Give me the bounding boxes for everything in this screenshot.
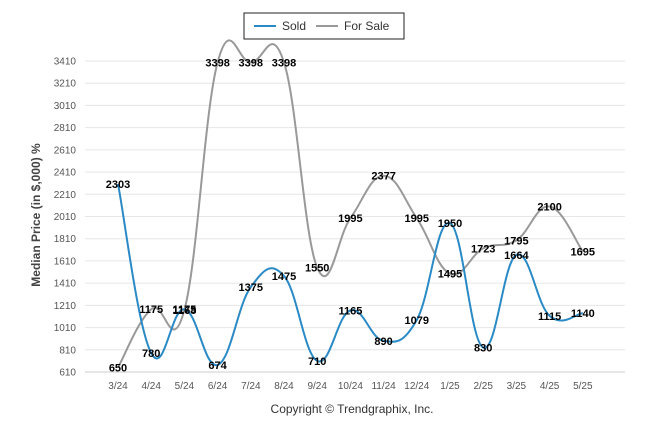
data-label-sold: 2303	[106, 179, 130, 191]
y-tick-label: 610	[59, 368, 76, 379]
x-tick-label: 10/24	[338, 381, 363, 392]
data-label-sold: 674	[208, 360, 227, 372]
legend-item-for-sale[interactable]: For Sale	[316, 19, 390, 33]
data-label-for-sale: 1550	[305, 263, 329, 275]
x-tick-label: 9/24	[307, 381, 327, 392]
y-tick-label: 1810	[54, 234, 77, 245]
x-tick-label: 2/25	[473, 381, 493, 392]
legend[interactable]: Sold For Sale	[243, 12, 405, 40]
y-tick-label: 1410	[54, 279, 77, 290]
data-label-for-sale: 1175	[139, 304, 163, 316]
data-label-for-sale: 1795	[504, 235, 528, 247]
data-label-for-sale: 2100	[537, 202, 561, 214]
data-label-for-sale: 1995	[338, 213, 362, 225]
x-tick-label: 7/24	[241, 381, 261, 392]
series-lines	[117, 39, 584, 369]
data-label-sold: 1079	[405, 315, 429, 327]
y-tick-label: 3210	[54, 79, 77, 90]
data-label-sold: 1165	[338, 305, 362, 317]
x-tick-label: 11/24	[371, 381, 396, 392]
x-tick-label: 5/24	[175, 381, 195, 392]
legend-label-sold: Sold	[282, 19, 306, 33]
x-axis-ticks: 3/24 4/24 5/24 6/24 7/24 8/24 9/24 10/24 11/24 12…	[108, 381, 593, 392]
x-tick-label: 12/24	[404, 381, 429, 392]
legend-item-sold[interactable]: Sold	[254, 19, 306, 33]
x-tick-label: 6/24	[208, 381, 228, 392]
data-label-for-sale: 1995	[405, 213, 429, 225]
copyright-credit: Copyright © Trendgraphix, Inc.	[271, 402, 434, 416]
series-line-sold	[117, 183, 584, 366]
y-tick-label: 1610	[54, 256, 77, 267]
data-label-for-sale: 3398	[272, 57, 296, 69]
data-label-for-sale: 1168	[172, 305, 196, 317]
grid-lines	[85, 60, 625, 373]
y-tick-label: 2410	[54, 168, 77, 179]
data-label-sold: 1175	[172, 304, 196, 316]
y-axis-title: Median Price (in $,000) %	[29, 143, 43, 287]
data-label-sold: 1375	[239, 282, 263, 294]
y-axis-ticks: 610 810 1010 1210 1410 1610 1810 2010 2210 2410 26…	[54, 57, 77, 379]
legend-label-for-sale: For Sale	[344, 19, 390, 33]
x-tick-label: 4/24	[141, 381, 161, 392]
y-tick-label: 2210	[54, 190, 77, 201]
y-tick-label: 810	[59, 345, 76, 356]
y-tick-label: 3010	[54, 101, 77, 112]
data-label-sold: 1475	[272, 271, 296, 283]
data-label-sold: 1140	[571, 308, 595, 320]
y-tick-label: 1210	[54, 301, 77, 312]
data-label-sold: 830	[474, 343, 492, 355]
y-tick-label: 2010	[54, 212, 77, 223]
x-tick-label: 3/25	[507, 381, 527, 392]
y-tick-label: 2610	[54, 145, 77, 156]
data-labels: 2303 780 1175 674 1375 1475 710 1165 890 1079 1950…	[106, 57, 595, 374]
x-tick-label: 1/25	[440, 381, 460, 392]
data-label-for-sale: 3398	[205, 57, 229, 69]
data-label-for-sale: 1495	[438, 269, 462, 281]
data-label-sold: 780	[142, 348, 160, 360]
data-label-for-sale: 3398	[239, 57, 263, 69]
y-tick-label: 1010	[54, 323, 77, 334]
data-label-sold: 1115	[538, 311, 561, 323]
x-tick-label: 4/25	[540, 381, 560, 392]
data-label-sold: 1664	[504, 250, 529, 262]
x-tick-label: 5/25	[573, 381, 593, 392]
x-tick-label: 8/24	[274, 381, 294, 392]
data-label-for-sale: 1723	[471, 243, 495, 255]
data-label-sold: 710	[308, 356, 326, 368]
y-tick-label: 3410	[54, 57, 77, 68]
data-label-for-sale: 1695	[571, 246, 595, 258]
data-label-for-sale: 650	[109, 363, 127, 375]
series-line-for-sale	[117, 39, 584, 369]
data-label-sold: 1950	[438, 218, 462, 230]
data-label-for-sale: 2377	[371, 171, 395, 183]
data-label-sold: 890	[374, 336, 392, 348]
x-tick-label: 3/24	[108, 381, 128, 392]
y-tick-label: 2810	[54, 123, 77, 134]
